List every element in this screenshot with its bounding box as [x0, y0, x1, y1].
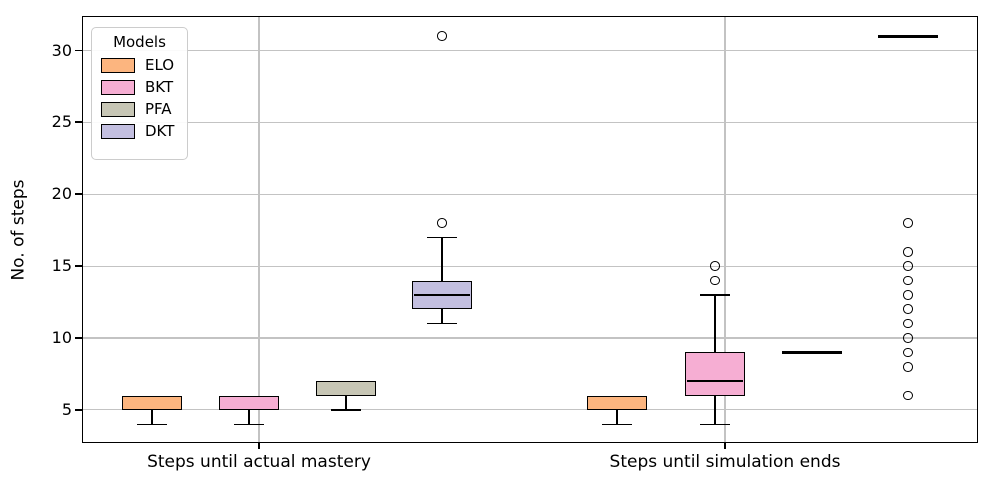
- y-axis-label: No. of steps: [8, 179, 29, 281]
- h-gridline: [82, 337, 978, 339]
- legend-label: BKT: [145, 78, 174, 96]
- h-gridline: [82, 121, 978, 123]
- whisker-high-line: [441, 237, 443, 281]
- v-gridline: [724, 16, 726, 443]
- box-elo: [587, 395, 647, 410]
- legend-label: DKT: [145, 122, 175, 140]
- legend-swatch-bkt: [101, 79, 135, 95]
- whisker-low-line: [714, 395, 716, 425]
- outlier-point: [437, 218, 447, 228]
- box-bkt: [219, 395, 279, 410]
- y-tick-label: 20: [51, 184, 72, 204]
- x-tick-label: Steps until actual mastery: [147, 452, 371, 472]
- outlier-point: [903, 304, 913, 315]
- y-tick-label: 5: [61, 399, 72, 419]
- flat-box-dkt: [878, 34, 938, 38]
- outlier-point: [437, 31, 447, 41]
- whisker-low-line: [151, 409, 153, 425]
- y-tick-label: 25: [51, 112, 72, 132]
- outlier-point: [903, 318, 913, 329]
- y-tick-mark: [75, 193, 82, 196]
- whisker-high-line: [714, 294, 716, 353]
- whisker-low-line: [345, 395, 347, 410]
- box-bkt: [685, 352, 745, 396]
- y-tick-mark: [75, 337, 82, 339]
- whisker-high-cap: [700, 294, 730, 296]
- x-tick-mark: [258, 443, 260, 449]
- h-gridline: [82, 265, 978, 267]
- legend-label: ELO: [145, 56, 175, 74]
- box-elo: [122, 395, 182, 410]
- legend-item-elo: ELO: [92, 54, 187, 76]
- legend-item-pfa: PFA: [92, 98, 187, 120]
- plot-area: [82, 16, 978, 443]
- y-tick-label: 10: [51, 328, 72, 348]
- x-tick-label: Steps until simulation ends: [609, 452, 841, 472]
- whisker-low-cap: [700, 423, 730, 426]
- y-tick-mark: [75, 49, 82, 52]
- outlier-point: [710, 261, 720, 271]
- whisker-low-cap: [137, 423, 167, 426]
- legend-swatch-elo: [101, 57, 135, 73]
- y-tick-mark: [75, 409, 82, 411]
- legend-label: PFA: [145, 100, 172, 118]
- x-tick-mark: [724, 443, 726, 449]
- legend-title: Models: [113, 33, 166, 51]
- y-tick-label: 15: [51, 256, 72, 276]
- outlier-point: [903, 246, 913, 257]
- whisker-low-line: [616, 409, 618, 425]
- whisker-low-line: [441, 309, 443, 324]
- median-line: [686, 380, 744, 382]
- outlier-point: [903, 261, 913, 271]
- y-tick-label: 30: [51, 40, 72, 60]
- y-tick-mark: [75, 121, 82, 124]
- whisker-low-cap: [602, 423, 632, 426]
- legend-item-dkt: DKT: [92, 120, 187, 142]
- outlier-point: [903, 275, 913, 286]
- outlier-point: [903, 218, 913, 228]
- legend-swatch-dkt: [101, 123, 135, 139]
- legend-swatch-pfa: [101, 101, 135, 117]
- outlier-point: [710, 275, 720, 286]
- outlier-point: [903, 390, 913, 401]
- box-pfa: [316, 381, 376, 396]
- v-gridline: [258, 16, 260, 443]
- outlier-point: [903, 362, 913, 372]
- outlier-point: [903, 290, 913, 300]
- outlier-point: [903, 333, 913, 343]
- legend-items: ELO BKT PFA DKT: [92, 54, 187, 142]
- h-gridline: [82, 409, 978, 411]
- median-line: [413, 294, 471, 296]
- legend: Models ELO BKT PFA DKT: [91, 27, 188, 160]
- outlier-point: [903, 347, 913, 358]
- flat-box-pfa: [782, 351, 842, 354]
- h-gridline: [82, 193, 978, 195]
- y-tick-mark: [75, 265, 82, 268]
- whisker-low-cap: [234, 423, 264, 426]
- whisker-high-cap: [427, 236, 457, 239]
- whisker-low-cap: [427, 322, 457, 325]
- whisker-low-line: [248, 409, 250, 425]
- h-gridline: [82, 49, 978, 52]
- whisker-low-cap: [331, 409, 361, 411]
- legend-item-bkt: BKT: [92, 76, 187, 98]
